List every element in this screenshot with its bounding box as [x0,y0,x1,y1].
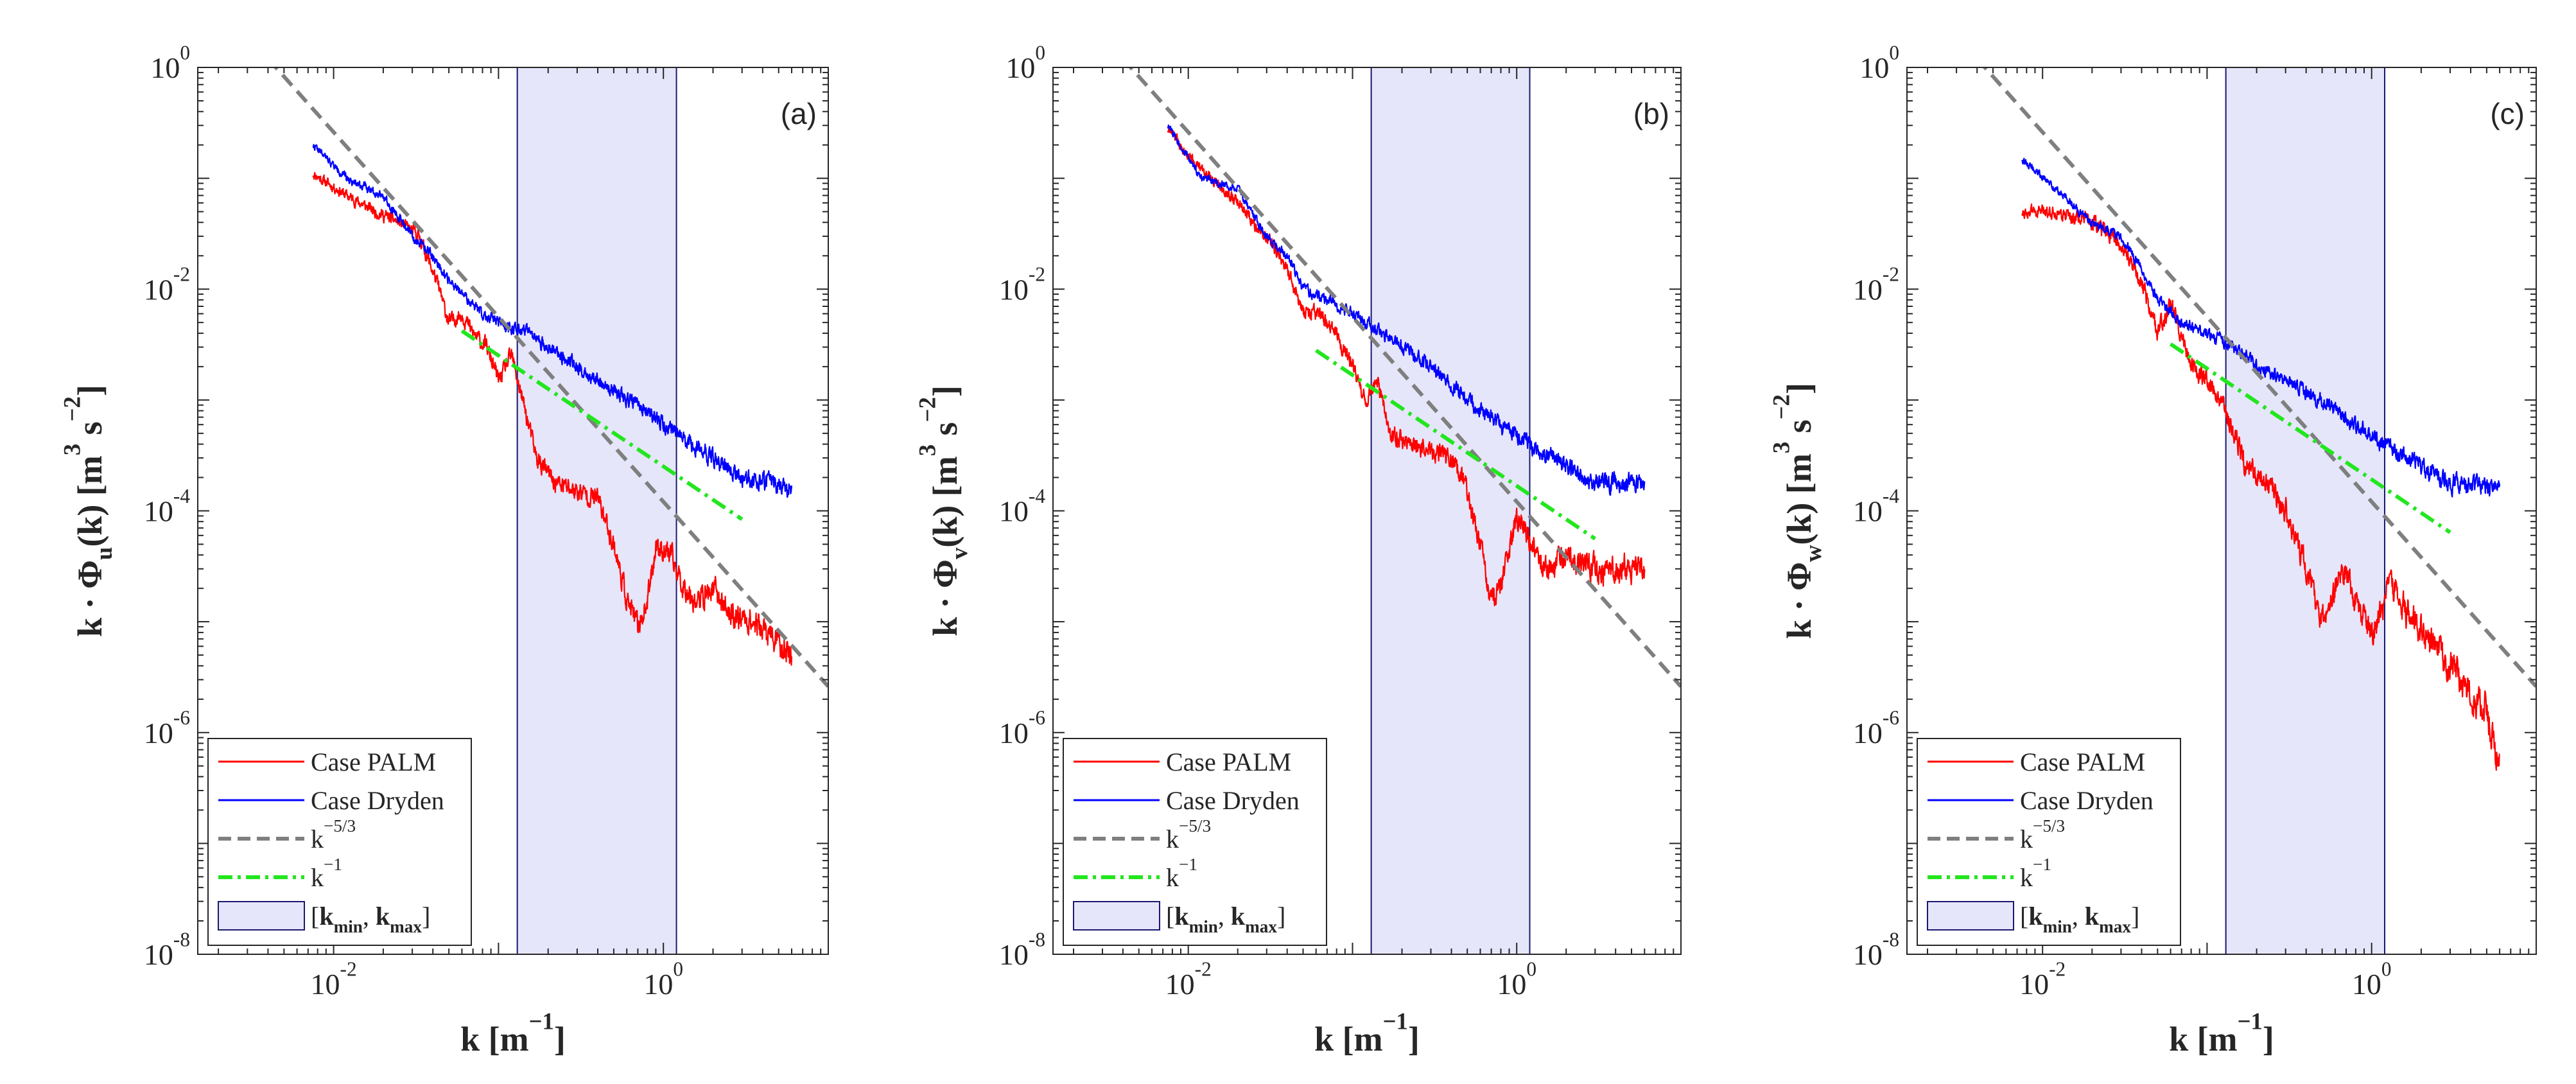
x-tick-label: 10-2 [311,957,357,1001]
legend-label-dryden: Case Dryden [1166,786,1300,815]
y-tick-label: 10-2 [999,263,1045,306]
legend-label-k53: k−5/3 [2020,816,2065,853]
legend-label-k1: k−1 [1166,855,1197,892]
panel-a: 10-8 10-6 10-4 10-2 100 10-2 100 (a) k [m−1] k · … [59,41,829,1058]
x-axis-label: k [m−1] [1314,1008,1420,1058]
ticks [198,67,829,955]
series-layer [1982,67,2536,771]
x-axis-label: k [m−1] [2169,1008,2274,1058]
reference-line-k-1 [2169,342,2451,534]
y-tick-label: 10-8 [1853,928,1899,971]
wavenumber-band [2225,67,2386,955]
y-tick-label: 10-6 [999,706,1045,749]
panel-label: (b) [1633,97,1669,130]
legend-label-palm: Case PALM [311,747,436,776]
y-tick-label: 100 [1859,41,1899,84]
reference-line-k-1 [1315,349,1596,541]
legend-label-k1: k−1 [2020,855,2051,892]
legend-label-k53: k−5/3 [1166,816,1211,853]
wavenumber-band [516,67,677,955]
series-layer [1128,67,1681,688]
ticks [1053,67,1682,955]
x-axis-label: k [m−1] [460,1008,566,1058]
series-case-palm [2021,203,2500,771]
x-tick-label: 100 [643,957,683,1001]
legend-swatch-band [1073,901,1160,931]
y-tick-label: 10-4 [999,485,1045,528]
reference-line-k-5-3 [273,67,828,688]
series-case-dryden [2021,157,2501,498]
legend-label-band: [kmin, kmax] [311,902,430,936]
y-tick-label: 100 [150,41,190,84]
y-axis-label: k · Φv(k) [m3 s−2] [914,385,973,636]
legend-label-dryden: Case Dryden [2020,786,2154,815]
y-tick-label: 10-8 [999,928,1045,971]
y-tick-label: 10-6 [1853,706,1899,749]
x-tick-label: 100 [2352,957,2392,1001]
legend-label-palm: Case PALM [2020,747,2145,776]
y-tick-label: 10-6 [144,706,190,749]
reference-line-k-5-3 [1982,67,2536,688]
series-case-palm [1167,127,1646,607]
y-tick-label: 10-2 [144,263,190,306]
y-tick-label: 10-4 [1853,485,1899,528]
reference-line-k-5-3 [1128,67,1681,688]
wavenumber-band [1370,67,1531,955]
legend-label-dryden: Case Dryden [311,786,444,815]
y-tick-label: 100 [1005,41,1045,84]
x-tick-label: 10-2 [1165,957,1212,1001]
legend-label-k53: k−5/3 [311,816,356,853]
panel-label: (a) [781,97,817,130]
x-tick-label: 10-2 [2019,957,2066,1001]
series-case-dryden [1167,124,1646,496]
series-case-palm [312,171,793,666]
panel-label: (c) [2490,97,2525,130]
reference-line-k-1 [460,329,744,521]
y-tick-label: 10-2 [1853,263,1899,306]
y-axis-label: k · Φw(k) [m3 s−2] [1768,383,1827,639]
y-axis-label: k · Φu(k) [m3 s−2] [59,385,117,637]
series-layer [273,67,828,688]
x-tick-label: 100 [1497,957,1536,1001]
y-tick-label: 10-8 [144,928,190,971]
legend-label-palm: Case PALM [1166,747,1291,776]
panel-b: 10-8 10-6 10-4 10-2 100 10-2 100 (b) k [m−1] k · … [914,41,1682,1058]
ticks [1907,67,2537,955]
legend-label-band: [kmin, kmax] [1166,902,1285,936]
legend-swatch-band [1927,901,2014,931]
panel-c: 10-8 10-6 10-4 10-2 100 10-2 100 (c) k [m−1] k · … [1768,41,2537,1058]
series-case-dryden [312,144,793,498]
legend-label-k1: k−1 [311,855,342,892]
legend-label-band: [kmin, kmax] [2020,902,2139,936]
y-tick-label: 10-4 [144,485,190,528]
legend-swatch-band [218,901,305,931]
